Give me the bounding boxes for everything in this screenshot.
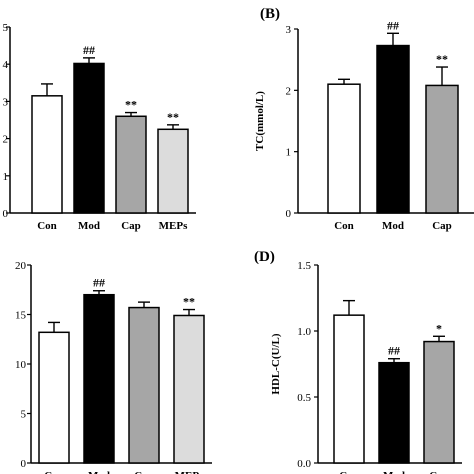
bar [378, 361, 410, 464]
y-tick-label: 5 [21, 409, 27, 421]
y-tick-label: 0.5 [297, 392, 311, 404]
significance-mark: ## [387, 18, 399, 32]
bar [327, 83, 361, 214]
y-axis-label: HDL-C(U/L) [270, 333, 282, 394]
y-tick-label: 3 [286, 24, 292, 36]
y-tick-label: 10 [15, 359, 27, 371]
y-axis-label: TC(mmol/L) [254, 91, 266, 151]
category-label: Mod [382, 220, 404, 232]
panel-c: 0 5 10 15 20 Con ## Mod Cap ** MEPs [15, 260, 212, 474]
y-tick-label: 1.5 [297, 260, 311, 272]
significance-mark: ** [167, 110, 179, 124]
significance-mark: ## [93, 276, 105, 290]
category-label: Con [339, 470, 359, 474]
y-tick-label: 1 [286, 147, 292, 159]
panel-label: (D) [254, 249, 275, 265]
bar [115, 115, 147, 214]
bar [31, 95, 63, 214]
category-label: Cap [429, 470, 449, 474]
y-tick-label: 0 [3, 208, 9, 220]
panel-d: 0.0 0.5 1.0 1.5 Con ## Mod * Cap HDL-C(U/L) (D) [254, 249, 462, 474]
bar [38, 331, 70, 464]
category-label: MEPs [175, 470, 204, 474]
category-label: Mod [78, 220, 100, 232]
y-tick-label: 5 [3, 22, 9, 34]
bar [425, 84, 459, 214]
category-label: Con [44, 470, 64, 474]
category-label: Cap [121, 220, 141, 232]
bar [333, 314, 365, 464]
panel-a: 0 1 2 3 4 5 Con ## Mod ** Cap ** MEPs [3, 22, 196, 232]
category-label: Cap [134, 470, 154, 474]
bar [376, 44, 410, 214]
bar [157, 128, 189, 214]
significance-mark: * [436, 321, 442, 335]
y-tick-label: 2 [3, 134, 9, 146]
panel-label: (B) [260, 6, 280, 22]
bar [128, 306, 160, 464]
significance-mark: ** [183, 295, 195, 309]
significance-mark: ** [125, 98, 137, 112]
bar [83, 293, 115, 464]
category-label: Con [37, 220, 57, 232]
bar [173, 314, 205, 464]
significance-mark: ** [436, 52, 448, 66]
y-tick-label: 2 [286, 85, 292, 97]
significance-mark: ## [388, 344, 400, 358]
bar [423, 340, 455, 464]
y-tick-label: 0 [21, 458, 27, 470]
y-tick-label: 0 [286, 208, 292, 220]
category-label: Con [334, 220, 354, 232]
y-tick-label: 0.0 [297, 458, 311, 470]
category-label: Cap [432, 220, 452, 232]
y-tick-label: 1.0 [297, 326, 311, 338]
bar [73, 62, 105, 214]
category-label: MEPs [159, 220, 188, 232]
y-tick-label: 1 [3, 171, 9, 183]
y-tick-label: 15 [15, 310, 27, 322]
y-tick-label: 20 [15, 260, 27, 272]
category-label: Mod [88, 470, 110, 474]
y-tick-label: 3 [3, 96, 9, 108]
category-label: Mod [383, 470, 405, 474]
y-tick-label: 4 [3, 59, 9, 71]
significance-mark: ## [83, 43, 95, 57]
